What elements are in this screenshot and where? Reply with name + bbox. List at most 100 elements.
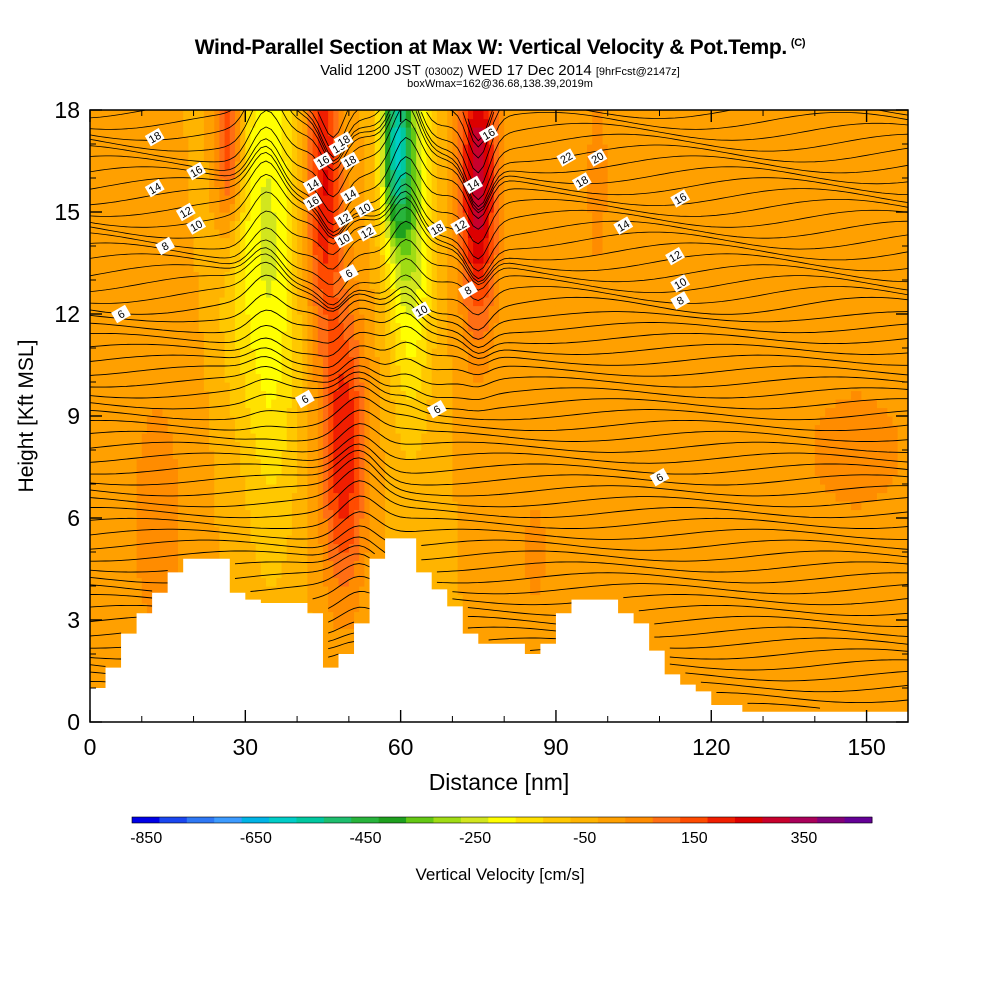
velocity-cell — [255, 118, 262, 128]
velocity-cell — [369, 135, 376, 145]
velocity-cell — [405, 339, 412, 349]
velocity-cell — [271, 492, 277, 502]
velocity-cell — [271, 475, 277, 485]
velocity-cell — [302, 144, 309, 154]
velocity-cell — [152, 416, 158, 426]
velocity-cell — [126, 169, 133, 179]
velocity-cell — [121, 169, 127, 179]
velocity-cell — [291, 552, 298, 562]
velocity-cell — [198, 382, 205, 392]
velocity-cell — [369, 246, 376, 256]
velocity-cell — [136, 254, 143, 264]
velocity-cell — [188, 433, 195, 443]
velocity-cell — [328, 220, 334, 230]
velocity-cell — [302, 263, 309, 273]
velocity-cell — [328, 467, 334, 477]
velocity-cell — [146, 178, 153, 188]
velocity-cell — [348, 220, 355, 230]
velocity-cell — [421, 135, 428, 145]
velocity-cell — [400, 263, 407, 273]
velocity-cell — [421, 382, 428, 392]
velocity-cell — [317, 475, 324, 485]
velocity-cell — [167, 339, 174, 349]
velocity-cell — [245, 263, 252, 273]
velocity-cell — [183, 356, 189, 366]
velocity-cell — [214, 186, 221, 196]
velocity-cell — [364, 305, 371, 315]
velocity-cell — [431, 577, 438, 587]
velocity-cell — [379, 518, 386, 528]
velocity-cell — [271, 356, 277, 366]
velocity-cell — [405, 254, 412, 264]
velocity-cell — [141, 220, 148, 230]
velocity-cell — [266, 246, 272, 256]
velocity-cell — [390, 484, 397, 494]
velocity-cell — [250, 441, 257, 451]
velocity-cell — [328, 441, 334, 451]
velocity-cell — [317, 603, 324, 613]
velocity-cell — [338, 620, 345, 630]
velocity-cell — [245, 127, 252, 137]
velocity-cell — [121, 416, 127, 426]
velocity-cell — [364, 611, 371, 621]
velocity-cell — [157, 433, 164, 443]
velocity-cell — [110, 611, 117, 621]
velocity-cell — [395, 305, 402, 315]
velocity-cell — [245, 229, 252, 239]
velocity-cell — [172, 356, 179, 366]
velocity-cell — [183, 254, 189, 264]
velocity-cell — [379, 509, 386, 519]
velocity-cell — [410, 246, 417, 256]
velocity-cell — [307, 569, 314, 579]
velocity-cell — [266, 118, 272, 128]
velocity-cell — [385, 118, 391, 128]
velocity-cell — [364, 254, 371, 264]
velocity-cell — [426, 203, 433, 213]
velocity-cell — [385, 433, 391, 443]
velocity-cell — [286, 458, 293, 468]
velocity-cell — [250, 135, 257, 145]
velocity-cell — [152, 390, 158, 400]
velocity-cell — [333, 645, 340, 655]
velocity-cell — [209, 288, 215, 298]
velocity-cell — [152, 322, 158, 332]
velocity-cell — [146, 416, 153, 426]
velocity-cell — [240, 509, 246, 519]
velocity-cell — [312, 594, 319, 604]
velocity-cell — [229, 390, 236, 400]
velocity-cell — [188, 152, 195, 162]
velocity-cell — [172, 399, 179, 409]
velocity-cell — [266, 501, 272, 511]
velocity-cell — [364, 501, 371, 511]
velocity-cell — [157, 220, 164, 230]
velocity-cell — [141, 203, 148, 213]
velocity-cell — [224, 390, 231, 400]
velocity-cell — [90, 501, 96, 511]
velocity-cell — [234, 484, 241, 494]
velocity-cell — [131, 569, 138, 579]
velocity-cell — [343, 178, 350, 188]
velocity-cell — [178, 161, 184, 171]
velocity-cell — [338, 169, 345, 179]
velocity-cell — [178, 127, 184, 137]
velocity-cell — [121, 552, 127, 562]
velocity-cell — [260, 518, 267, 528]
velocity-cell — [297, 526, 303, 536]
velocity-cell — [333, 288, 340, 298]
velocity-cell — [198, 322, 205, 332]
velocity-cell — [426, 458, 433, 468]
velocity-cell — [219, 390, 226, 400]
velocity-cell — [271, 288, 277, 298]
velocity-cell — [121, 348, 127, 358]
velocity-cell — [266, 229, 272, 239]
velocity-cell — [178, 195, 184, 205]
velocity-cell — [250, 424, 257, 434]
velocity-cell — [203, 297, 210, 307]
velocity-cell — [203, 229, 210, 239]
velocity-cell — [354, 509, 360, 519]
velocity-cell — [426, 560, 433, 570]
velocity-cell — [255, 195, 262, 205]
velocity-cell — [110, 237, 117, 247]
velocity-cell — [395, 135, 402, 145]
velocity-cell — [203, 501, 210, 511]
